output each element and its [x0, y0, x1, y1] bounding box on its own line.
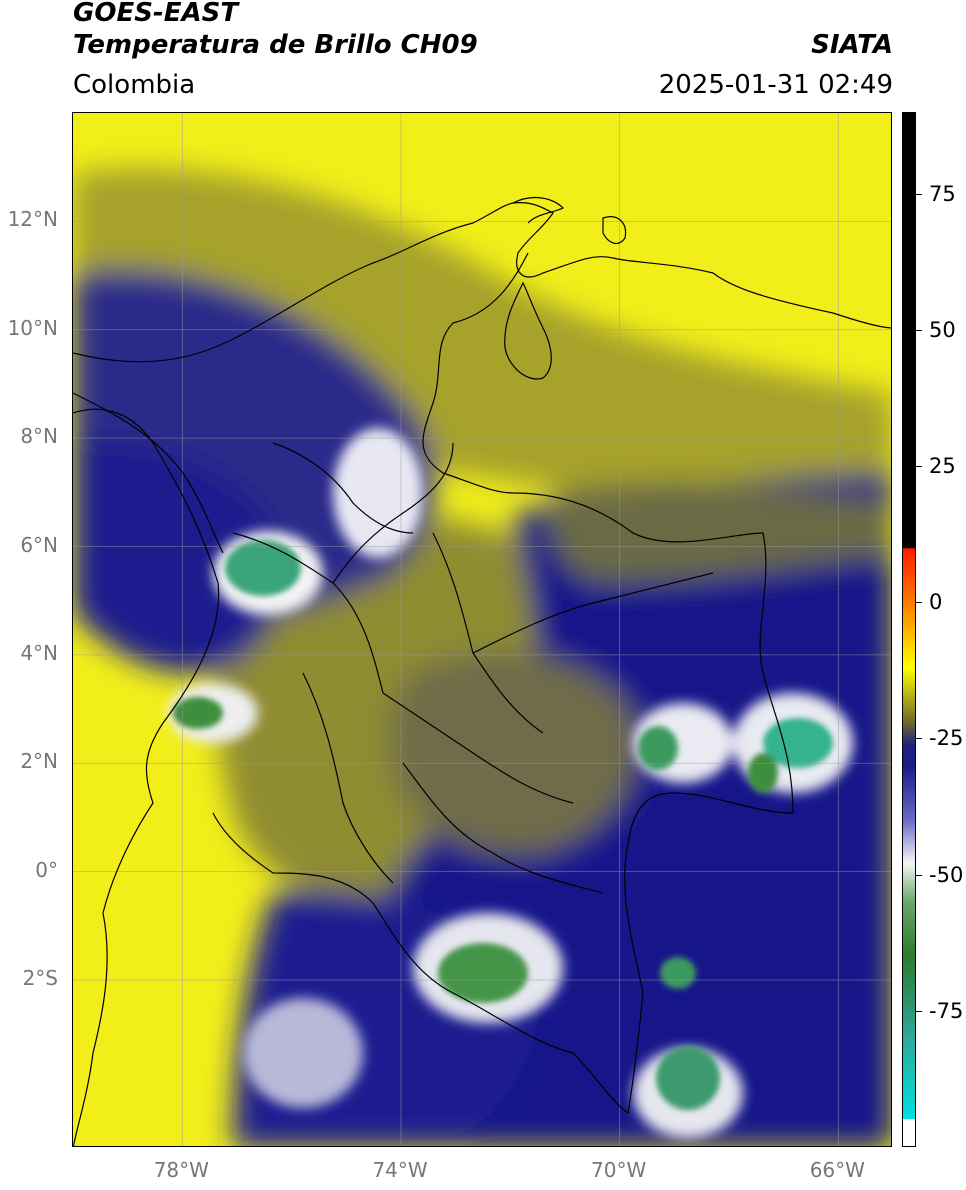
navy-pacific [73, 441, 285, 673]
colorbar-tick-label: 75 [929, 181, 956, 206]
green-core-se-1 [660, 957, 696, 989]
white-cell-sw [243, 998, 363, 1108]
maracaibo-lake [504, 281, 552, 380]
graticule [73, 113, 891, 1146]
longitude-label: 74°W [372, 1158, 428, 1182]
dept-boundary-3 [382, 692, 574, 804]
dept-boundary-2 [332, 442, 454, 584]
colorbar-tick-label: -50 [929, 862, 964, 887]
colorbar-tick-mark [916, 738, 922, 740]
dept-boundary-7 [472, 572, 714, 654]
colombia-peru-ecuador-border [212, 812, 574, 1054]
latitude-label: 6°N [20, 532, 58, 557]
latitude-label: 10°N [7, 315, 58, 340]
colorbar-tick-label: -25 [929, 726, 964, 751]
latitude-label: 0° [35, 857, 58, 882]
white-cell-8n [333, 428, 423, 558]
latitude-label: 4°N [20, 640, 58, 665]
guajira-peninsula [512, 196, 565, 224]
colorbar-tick-mark [916, 329, 922, 331]
colorbar-tick-label: 0 [929, 590, 943, 615]
dept-boundary-1 [232, 532, 384, 694]
dept-boundary-8 [402, 762, 604, 894]
region-label: Colombia [73, 70, 196, 100]
colorbar-tick-label: 25 [929, 454, 956, 479]
dept-boundary-6 [272, 442, 414, 534]
green-core-6n [225, 540, 301, 596]
green-core-east-3 [748, 753, 778, 793]
colorbar-tick-label: -75 [929, 998, 964, 1023]
colorbar-tick-mark [916, 193, 922, 195]
product-title: Temperatura de Brillo CH09 [73, 30, 478, 60]
colombia-brazil-border [572, 792, 794, 1115]
brightness-temperature-field [73, 113, 891, 1146]
green-core-se-2 [656, 1046, 720, 1110]
olive-east-band [549, 482, 891, 583]
satellite-title: GOES-EAST [73, 0, 239, 28]
colorbar-tick-label: 50 [929, 317, 956, 342]
green-core-3n [173, 697, 223, 729]
colorbar-tick-mark [916, 874, 922, 876]
colombia-venezuela-border [422, 252, 794, 814]
olive-central-east [389, 652, 639, 855]
political-boundaries [73, 196, 891, 1146]
brand-label: SIATA [811, 30, 893, 60]
colorbar-tick-mark [916, 466, 922, 468]
green-core-east-1 [638, 726, 678, 770]
latitude-label: 2°N [20, 749, 58, 774]
dept-boundary-4 [302, 672, 394, 884]
longitude-label: 78°W [153, 1158, 209, 1182]
colorbar [902, 112, 916, 1147]
pacific-coast [73, 408, 220, 1146]
satellite-map[interactable] [72, 112, 892, 1147]
latitude-label: 12°N [7, 207, 58, 232]
latitude-label: 2°S [22, 966, 58, 991]
longitude-label: 70°W [591, 1158, 647, 1182]
caribbean-coast [73, 202, 891, 363]
panama-border [73, 392, 224, 554]
olive-band-north [73, 168, 891, 533]
longitude-label: 66°W [809, 1158, 865, 1182]
latitude-label: 8°N [20, 424, 58, 449]
paraguana [602, 216, 627, 245]
colorbar-tick-mark [916, 1010, 922, 1012]
colorbar-tick-mark [916, 602, 922, 604]
green-core-south [438, 943, 528, 1003]
timestamp-label: 2025-01-31 02:49 [658, 70, 893, 100]
